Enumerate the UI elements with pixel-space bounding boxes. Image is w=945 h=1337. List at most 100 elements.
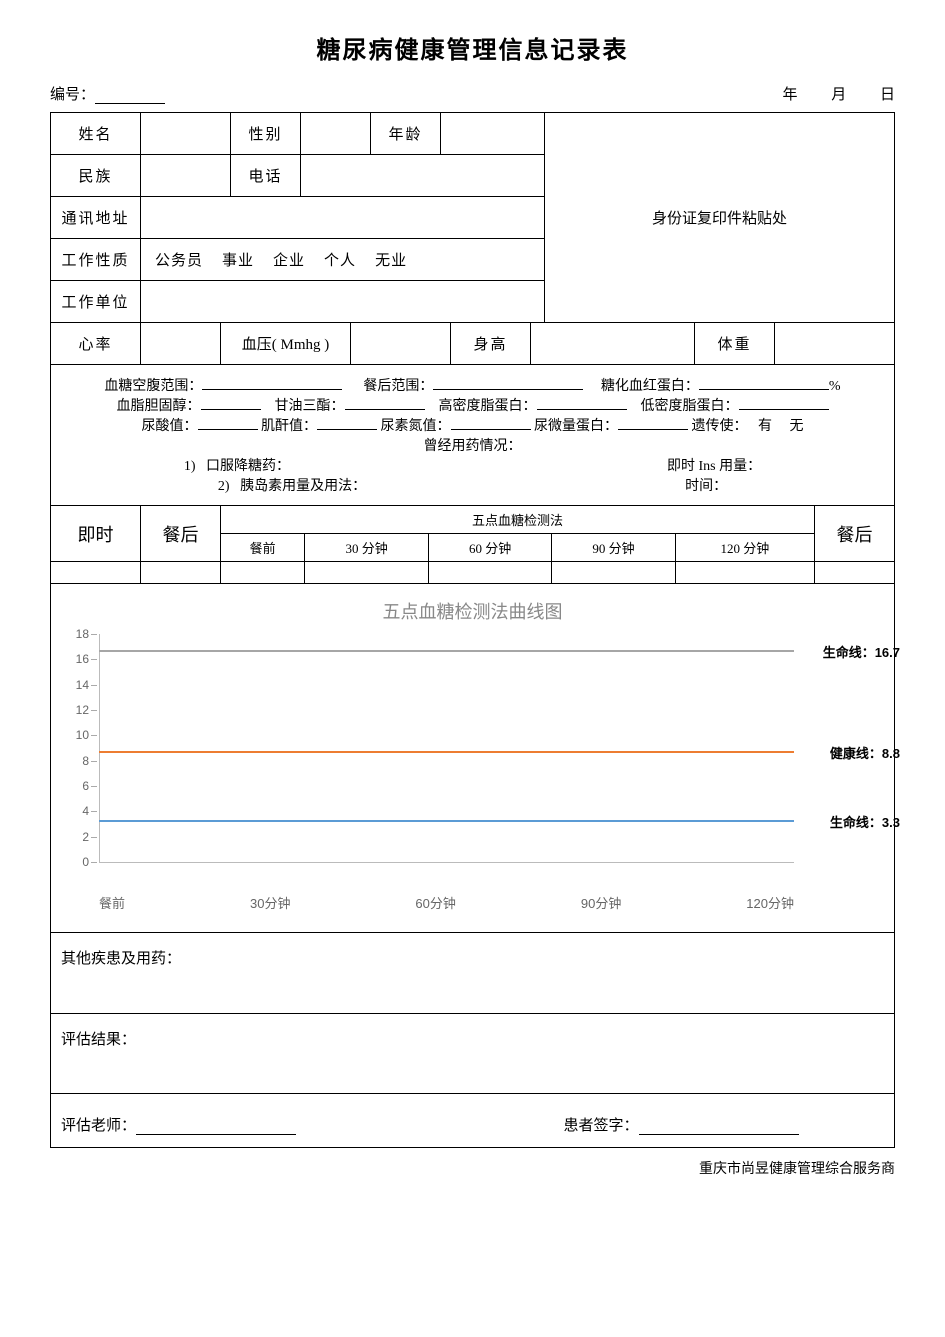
sex-field[interactable]: [301, 113, 371, 155]
ytick-label: 18: [69, 627, 89, 641]
age-field[interactable]: [441, 113, 545, 155]
xtick-label: 30分钟: [250, 893, 290, 912]
name-field[interactable]: [141, 113, 231, 155]
height-field[interactable]: [531, 323, 695, 365]
xtick-label: 60分钟: [415, 893, 455, 912]
id-label: 编号：: [50, 87, 95, 103]
instant-col: 即时: [51, 506, 141, 562]
bun-field[interactable]: [451, 416, 531, 430]
xtick-label: 90分钟: [581, 893, 621, 912]
phone-label: 电话: [231, 155, 301, 197]
fasting-range-field[interactable]: [202, 376, 342, 390]
triglyceride-field[interactable]: [345, 396, 425, 410]
xtick-label: 餐前: [99, 893, 125, 912]
ethnic-field[interactable]: [141, 155, 231, 197]
hdl-field[interactable]: [537, 396, 627, 410]
time-label: 时间：: [685, 479, 727, 494]
result-section-table: 评估结果：: [50, 1014, 895, 1095]
worktype-opt-personal[interactable]: 个人: [324, 253, 356, 269]
evaluator-label: 评估老师：: [61, 1118, 136, 1134]
evaluation-result-label: 评估结果：: [61, 1032, 136, 1048]
cholesterol-field[interactable]: [201, 396, 261, 410]
ref-line-label: 生命线：3.3: [830, 812, 900, 831]
ethnic-label: 民族: [51, 155, 141, 197]
ref-line: [99, 820, 794, 822]
ytick-label: 10: [69, 728, 89, 742]
idcard-paste-area: 身份证复印件粘贴处: [545, 113, 895, 323]
address-field[interactable]: [141, 197, 545, 239]
patient-sign[interactable]: [639, 1120, 799, 1135]
triglyceride-label: 甘油三酯：: [275, 399, 345, 414]
before-val[interactable]: [221, 562, 305, 584]
worktype-label: 工作性质: [51, 239, 141, 281]
name-label: 姓名: [51, 113, 141, 155]
v90-val[interactable]: [552, 562, 675, 584]
worktype-opt-enterprise[interactable]: 企业: [273, 253, 305, 269]
hba1c-label: 糖化血红蛋白：: [601, 379, 699, 394]
chart-title: 五点血糖检测法曲线图: [71, 598, 874, 624]
insulin-usage-label: 胰岛素用量及用法：: [240, 479, 366, 494]
bp-label: 血压( Mmhg ): [221, 323, 351, 365]
heredity-yes[interactable]: 有: [758, 419, 772, 434]
worktype-opt-gov[interactable]: 公务员: [155, 253, 203, 269]
patient-sign-label: 患者签字：: [564, 1118, 639, 1134]
other-section-table: 其他疾患及用药：: [50, 933, 895, 1014]
worktype-options[interactable]: 公务员 事业 企业 个人 无业: [141, 239, 545, 281]
instant-ins-label: 即时 Ins 用量：: [667, 459, 761, 474]
oral-hypoglycemic-label: 口服降糖药：: [206, 459, 290, 474]
creatinine-label: 肌酐值：: [261, 419, 317, 434]
uric-acid-label: 尿酸值：: [142, 419, 198, 434]
ytick-label: 8: [69, 754, 89, 768]
other-diseases[interactable]: 其他疾患及用药：: [51, 933, 895, 1013]
postprandial-range-label: 餐后范围：: [363, 379, 433, 394]
after1-col: 餐后: [141, 506, 221, 562]
sub-30: 30 分钟: [305, 534, 428, 562]
age-label: 年龄: [371, 113, 441, 155]
hba1c-field[interactable]: [699, 376, 829, 390]
heredity-label: 遗传使：: [692, 419, 748, 434]
weight-field[interactable]: [775, 323, 895, 365]
weight-label: 体重: [695, 323, 775, 365]
workunit-field[interactable]: [141, 281, 545, 323]
signature-table: 评估老师： 患者签字：: [50, 1094, 895, 1148]
instant-val[interactable]: [51, 562, 141, 584]
year-label: 年: [782, 87, 797, 103]
v30-val[interactable]: [305, 562, 428, 584]
v60-val[interactable]: [428, 562, 551, 584]
postprandial-range-field[interactable]: [433, 376, 583, 390]
ytick-label: 12: [69, 703, 89, 717]
cholesterol-label: 血脂胆固醇：: [117, 399, 201, 414]
evaluator-sign[interactable]: [136, 1120, 296, 1135]
ldl-label: 低密度脂蛋白：: [641, 399, 739, 414]
five-point-chart: 五点血糖检测法曲线图 024681012141618生命线：16.7健康线：8.…: [71, 598, 874, 918]
fasting-range-label: 血糖空腹范围：: [104, 379, 202, 394]
phone-field[interactable]: [301, 155, 545, 197]
ldl-field[interactable]: [739, 396, 829, 410]
ref-line-label: 生命线：16.7: [823, 642, 900, 661]
after2-val[interactable]: [815, 562, 895, 584]
uric-acid-field[interactable]: [198, 416, 258, 430]
v120-val[interactable]: [675, 562, 814, 584]
evaluation-result[interactable]: 评估结果：: [51, 1014, 895, 1094]
labs-table: 血糖空腹范围： 餐后范围： 糖化血红蛋白：% 血脂胆固醇： 甘油三酯： 高密度脂…: [50, 365, 895, 506]
xtick-label: 120分钟: [746, 893, 794, 912]
vitals-table: 心率 血压( Mmhg ) 身高 体重: [50, 323, 895, 365]
heredity-no[interactable]: 无: [790, 419, 804, 434]
ref-line: [99, 751, 794, 753]
bp-field[interactable]: [351, 323, 451, 365]
after1-val[interactable]: [141, 562, 221, 584]
five-point-header: 五点血糖检测法: [221, 506, 815, 534]
height-label: 身高: [451, 323, 531, 365]
creatinine-field[interactable]: [317, 416, 377, 430]
worktype-opt-none[interactable]: 无业: [375, 253, 407, 269]
m2-index: 2): [218, 479, 230, 494]
percent-symbol: %: [829, 379, 841, 394]
microalbumin-field[interactable]: [618, 416, 688, 430]
ytick-label: 4: [69, 804, 89, 818]
id-value[interactable]: [95, 89, 165, 104]
worktype-opt-institution[interactable]: 事业: [222, 253, 254, 269]
ytick-label: 14: [69, 678, 89, 692]
workunit-label: 工作单位: [51, 281, 141, 323]
hr-field[interactable]: [141, 323, 221, 365]
other-diseases-label: 其他疾患及用药：: [61, 951, 181, 967]
